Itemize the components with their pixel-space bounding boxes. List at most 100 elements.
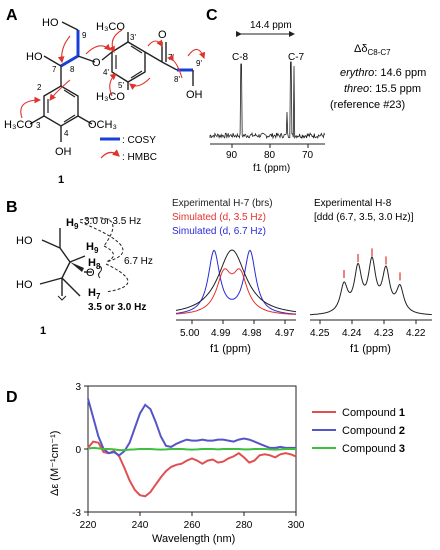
ring-a bbox=[43, 85, 79, 127]
compound-label-a: 1 bbox=[58, 174, 64, 186]
hmbc-arrow bbox=[85, 43, 111, 55]
cd-axes: 220 240 260 280 300 3 0 -3 bbox=[72, 382, 305, 531]
hmbc-arrow bbox=[187, 48, 206, 60]
h7-tick: 4.99 bbox=[211, 328, 231, 339]
h7-tick: 5.00 bbox=[180, 328, 200, 339]
h8-tick: 4.23 bbox=[374, 328, 394, 339]
c-tick: 70 bbox=[302, 150, 314, 161]
cd-y-label: Δε (M⁻¹cm⁻¹) bbox=[49, 431, 61, 496]
b-ho-left: HO bbox=[16, 279, 33, 291]
h8-x-label: f1 (ppm) bbox=[350, 343, 391, 355]
hmbc-arrow bbox=[129, 77, 151, 90]
atom-h9a: H9 bbox=[66, 217, 79, 231]
coupling-arc bbox=[105, 263, 129, 293]
c-x-label: f1 (ppm) bbox=[253, 163, 290, 174]
h7-tick: 4.98 bbox=[242, 328, 262, 339]
b-ho-top: HO bbox=[16, 235, 33, 247]
label-oh-bottom: OH bbox=[55, 146, 72, 158]
c-tick: 80 bbox=[264, 150, 276, 161]
note-erythro: erythro: 14.6 ppm bbox=[340, 67, 426, 79]
label-ho-top: HO bbox=[42, 17, 59, 29]
h8-peak-marks bbox=[343, 248, 401, 281]
b-o: O bbox=[86, 267, 95, 279]
atom-number: 9' bbox=[196, 59, 202, 68]
cd-legend: Compound 1 Compound 2 Compound 3 bbox=[312, 407, 405, 455]
cd-legend-label: Compound 1 bbox=[342, 407, 405, 419]
cd-series-line-1 bbox=[87, 440, 297, 498]
hmbc-arrow bbox=[166, 54, 183, 79]
c-tick: 90 bbox=[226, 150, 238, 161]
atom-number: 3 bbox=[36, 121, 41, 130]
cd-series bbox=[87, 398, 297, 498]
hmbc-arrow bbox=[147, 39, 163, 47]
panel-a-letter: A bbox=[6, 7, 18, 24]
hmbc-arrow bbox=[108, 29, 123, 54]
note-threo: threo: 15.5 ppm bbox=[344, 83, 421, 95]
h7-x-label: f1 (ppm) bbox=[210, 343, 251, 355]
coupling-arc bbox=[79, 217, 114, 247]
hmbc-arrow bbox=[109, 73, 117, 97]
cd-y-tick-label: 0 bbox=[75, 445, 81, 456]
cosy-bond bbox=[60, 54, 79, 68]
panel-d-letter: D bbox=[6, 389, 18, 406]
legend-cosy: : COSY bbox=[122, 135, 156, 146]
atom-number: 8 bbox=[70, 65, 75, 74]
h7-experimental bbox=[175, 249, 297, 313]
cd-x-tick-label: 260 bbox=[184, 520, 201, 531]
h7-sim-67 bbox=[175, 249, 297, 315]
atom-h7: H7 bbox=[88, 287, 101, 301]
panel-b: B HO HO O H9 H9 H8 H7 3.0 or 3.5 Hz 6.7 … bbox=[6, 198, 432, 355]
atom-h8: H8 bbox=[88, 257, 101, 271]
atom-number: 4 bbox=[64, 129, 69, 138]
h7-sim-35 bbox=[175, 268, 297, 315]
h7-tick: 4.97 bbox=[275, 328, 295, 339]
cd-legend-label: Compound 2 bbox=[342, 425, 405, 437]
panel-b-letter: B bbox=[6, 199, 18, 216]
cd-series-line-3 bbox=[87, 446, 296, 452]
coupling-3: 3.5 or 3.0 Hz bbox=[88, 302, 146, 313]
label-oh-right: OH bbox=[186, 89, 203, 101]
cd-series-line-2 bbox=[87, 398, 296, 457]
h8-subtitle: [ddd (6.7, 3.5, 3.0 Hz)] bbox=[314, 212, 414, 223]
label-h3co-top: H₃CO bbox=[96, 21, 125, 33]
ppm-gap-label: 14.4 ppm bbox=[250, 20, 292, 31]
h7-sim1: Simulated (d, 3.5 Hz) bbox=[172, 212, 266, 223]
peak-label-c7: C-7 bbox=[288, 52, 305, 63]
atom-number: 9 bbox=[82, 31, 87, 40]
h8-tick: 4.24 bbox=[342, 328, 362, 339]
panel-c-letter: C bbox=[206, 7, 218, 24]
atom-number: 3' bbox=[130, 33, 136, 42]
hmbc-arrow bbox=[49, 79, 71, 101]
legend-hmbc: : HMBC bbox=[122, 152, 157, 163]
h8-experimental bbox=[309, 256, 432, 316]
c13-spectrum bbox=[209, 61, 326, 140]
label-och3: OCH₃ bbox=[88, 119, 117, 131]
label-h3co-left: H₃CO bbox=[4, 119, 33, 131]
coupling-2: 6.7 Hz bbox=[124, 256, 153, 267]
legend-hmbc-arrow bbox=[100, 149, 120, 159]
panel-d: D 220 240 260 280 300 3 0 -3 Wavelength (nm) Δε… bbox=[6, 382, 405, 545]
hmbc-arrow bbox=[20, 96, 42, 119]
label-ho-left: HO bbox=[26, 51, 43, 63]
cd-x-tick-label: 300 bbox=[288, 520, 305, 531]
ring-b bbox=[111, 41, 146, 83]
atom-number: 8' bbox=[174, 75, 180, 84]
cd-y-tick-label: 3 bbox=[75, 382, 81, 393]
label-o-ether: O bbox=[92, 57, 101, 69]
compound-label-b: 1 bbox=[40, 325, 46, 337]
hmbc-arrow bbox=[57, 35, 71, 64]
peak-label-c8: C-8 bbox=[232, 52, 249, 63]
h7-sim2: Simulated (d, 6.7 Hz) bbox=[172, 226, 266, 237]
cd-x-tick-label: 240 bbox=[132, 520, 149, 531]
cd-legend-label: Compound 3 bbox=[342, 443, 405, 455]
h7-title: Experimental H-7 (brs) bbox=[172, 198, 273, 209]
delta-label: ΔδC8-C7 bbox=[354, 43, 391, 57]
label-h3co-right: H₃CO bbox=[96, 91, 125, 103]
h8-title: Experimental H-8 bbox=[314, 198, 392, 209]
label-o-ketone: O bbox=[158, 29, 167, 41]
atom-number: 4' bbox=[103, 68, 109, 77]
atom-h9b: H9 bbox=[86, 241, 99, 255]
panel-a: A HO HO 9 7 8 2 3 4 H₃CO OH OCH₃ O bbox=[4, 7, 206, 186]
reference-note: (reference #23) bbox=[330, 99, 405, 111]
